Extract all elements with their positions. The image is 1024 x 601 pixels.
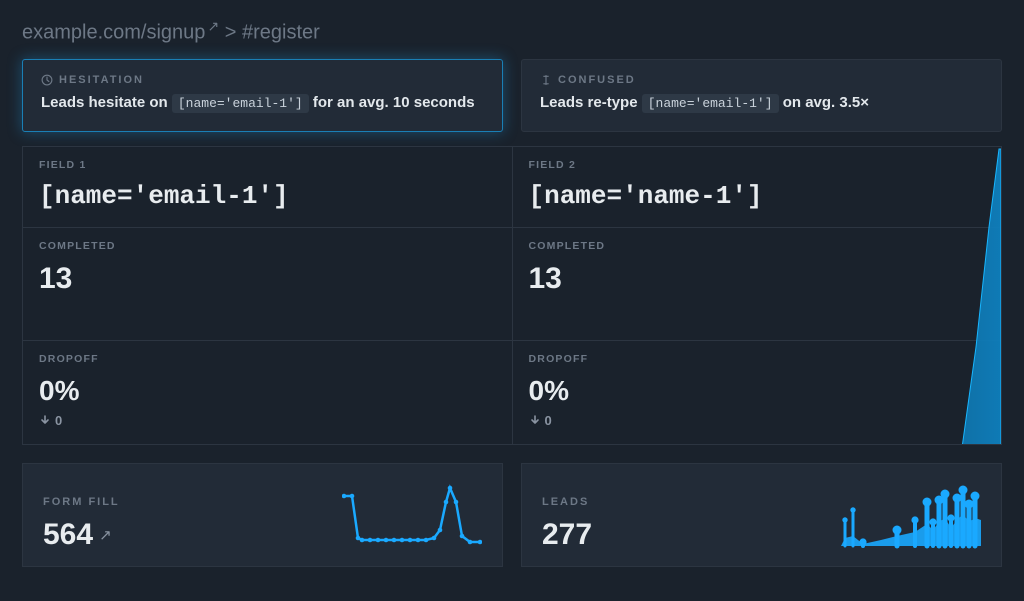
- insight-text: Leads re-type [name='email-1'] on avg. 3…: [540, 92, 983, 113]
- leads-value: 277: [542, 518, 592, 552]
- clock-icon: [41, 74, 53, 86]
- cell-label: DROPOFF: [529, 353, 986, 365]
- card-label: LEADS: [542, 496, 592, 508]
- field-1-name-cell: FIELD 1 [name='email-1']: [23, 147, 513, 227]
- field-name: [name='name-1']: [529, 181, 986, 211]
- arrow-down-icon: [529, 414, 541, 426]
- dropoff-delta: 0: [39, 413, 496, 428]
- field-2-name-cell: FIELD 2 [name='name-1']: [513, 147, 1002, 227]
- cell-label: FIELD 1: [39, 159, 496, 171]
- external-link-icon[interactable]: ↗: [207, 18, 219, 34]
- breadcrumb-sep: >: [225, 22, 237, 44]
- insight-cards-row: HESITATION Leads hesitate on [name='emai…: [0, 59, 1024, 146]
- leads-sparkline: [841, 480, 981, 552]
- cell-label: COMPLETED: [529, 240, 986, 252]
- breadcrumb-url[interactable]: example.com/signup: [22, 22, 205, 44]
- form-fill-card[interactable]: FORM FILL 564 ↗: [22, 463, 503, 567]
- form-fill-value: 564: [43, 518, 93, 552]
- field-1-completed-cell: COMPLETED 13: [23, 228, 513, 340]
- fields-grid: FIELD 1 [name='email-1'] FIELD 2 [name='…: [22, 146, 1002, 445]
- external-link-icon[interactable]: ↗: [99, 526, 112, 544]
- dropoff-delta: 0: [529, 413, 986, 428]
- field-name: [name='email-1']: [39, 181, 496, 211]
- cell-label: COMPLETED: [39, 240, 496, 252]
- leads-card[interactable]: LEADS 277: [521, 463, 1002, 567]
- field-1-dropoff-cell: DROPOFF 0% 0: [23, 341, 513, 444]
- cursor-icon: [540, 74, 552, 86]
- insight-card-hesitation[interactable]: HESITATION Leads hesitate on [name='emai…: [22, 59, 503, 132]
- arrow-down-icon: [39, 414, 51, 426]
- field-2-completed-cell: COMPLETED 13: [513, 228, 1002, 340]
- dropoff-value: 0%: [529, 375, 986, 407]
- breadcrumb: example.com/signup↗ > #register: [0, 0, 1024, 59]
- bottom-stats-row: FORM FILL 564 ↗ LEADS 277: [0, 445, 1024, 567]
- insight-text: Leads hesitate on [name='email-1'] for a…: [41, 92, 484, 113]
- breadcrumb-anchor[interactable]: #register: [242, 22, 320, 44]
- field-2-dropoff-cell: DROPOFF 0% 0: [513, 341, 1002, 444]
- cell-label: FIELD 2: [529, 159, 986, 171]
- code-chip: [name='email-1']: [172, 94, 309, 113]
- card-label: FORM FILL: [43, 496, 120, 508]
- dropoff-value: 0%: [39, 375, 496, 407]
- insight-title: CONFUSED: [558, 74, 636, 86]
- cell-label: DROPOFF: [39, 353, 496, 365]
- form-fill-sparkline: [342, 480, 482, 552]
- completed-value: 13: [529, 262, 986, 296]
- completed-value: 13: [39, 262, 496, 296]
- code-chip: [name='email-1']: [642, 94, 779, 113]
- insight-card-confused[interactable]: CONFUSED Leads re-type [name='email-1'] …: [521, 59, 1002, 132]
- insight-title: HESITATION: [59, 74, 144, 86]
